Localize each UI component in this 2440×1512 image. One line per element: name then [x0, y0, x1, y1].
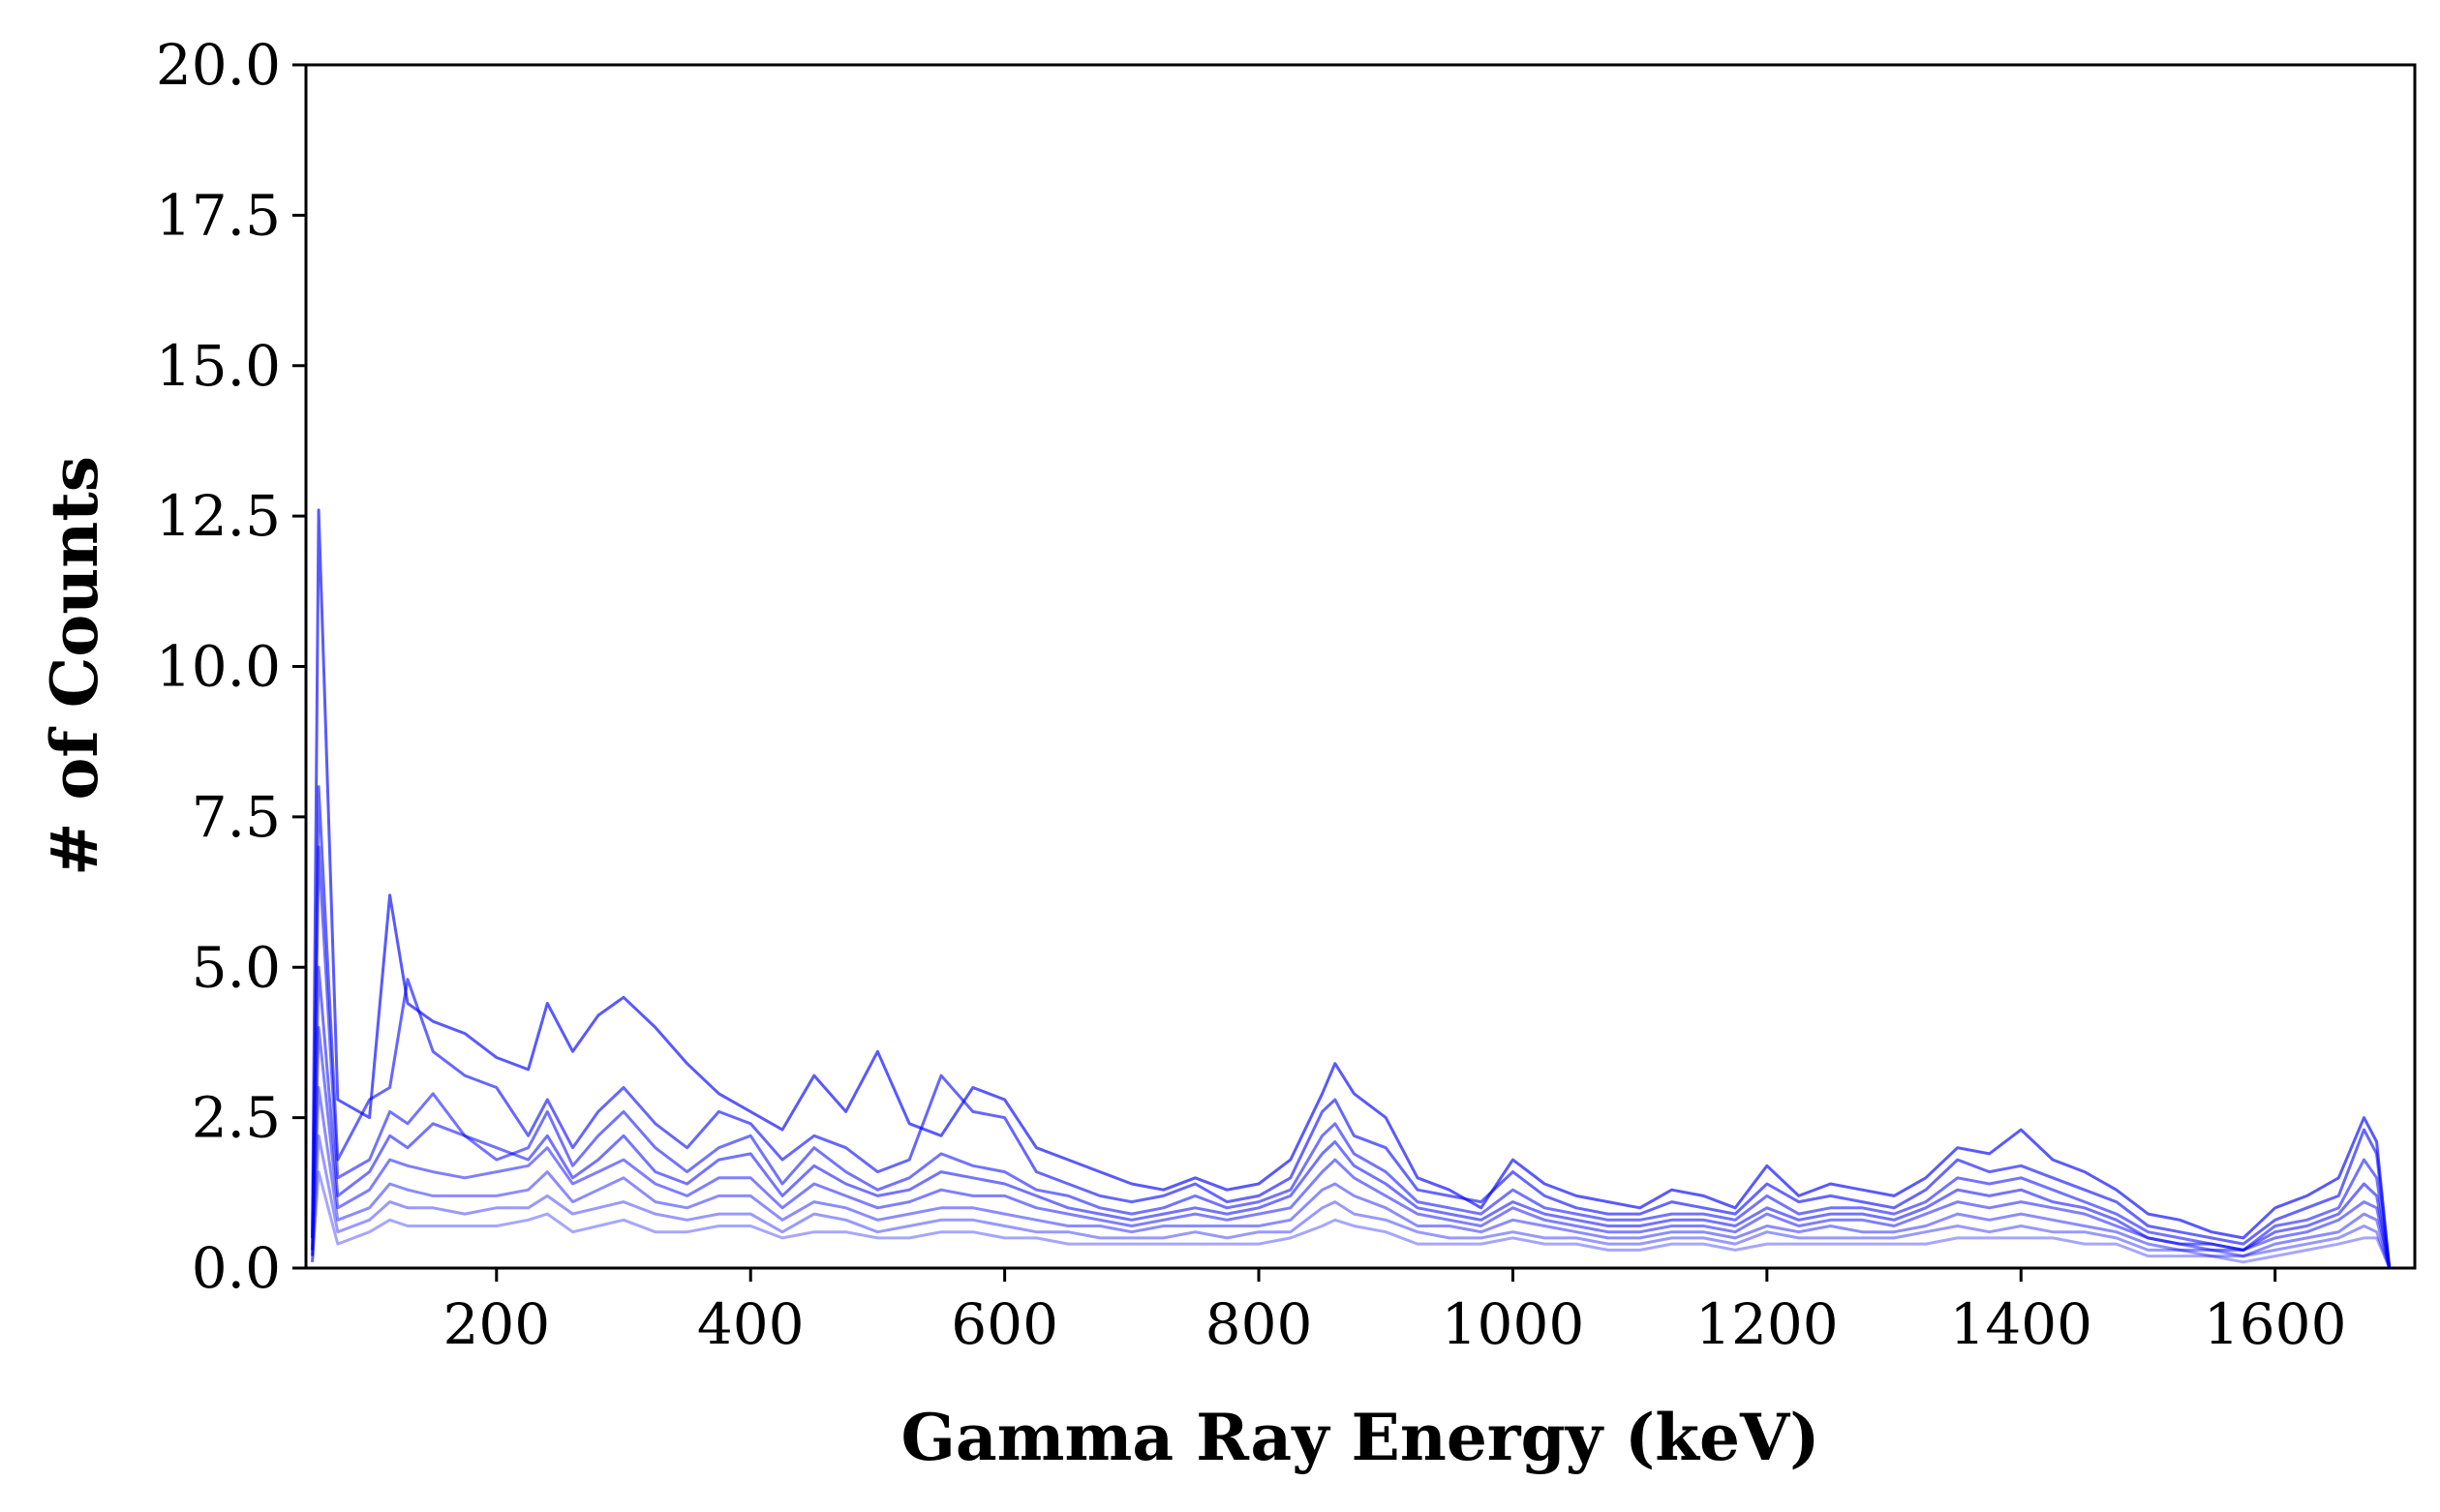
x-axis-ticks: 200 400 600 800 1000 1200 1400 1600: [442, 1268, 2346, 1357]
y-tick-label: 12.5: [156, 483, 281, 549]
y-tick-label: 15.0: [156, 333, 281, 399]
spectrum-line-4: [311, 965, 2392, 1268]
y-tick-label: 0.0: [192, 1235, 281, 1301]
x-tick-label: 1600: [2204, 1291, 2347, 1357]
x-axis-title: Gamma Ray Energy (keV): [901, 1400, 1820, 1475]
x-tick-label: 600: [951, 1291, 1058, 1357]
x-tick-label: 200: [442, 1291, 550, 1357]
spectrum-line-1: [311, 508, 2392, 1268]
spectrum-line-8: [311, 1170, 2392, 1268]
x-tick-label: 1400: [1949, 1291, 2092, 1357]
x-tick-label: 1200: [1695, 1291, 1839, 1357]
y-tick-label: 10.0: [156, 634, 281, 700]
spectrum-line-7: [311, 1134, 2392, 1268]
spectrum-line-6: [311, 1086, 2392, 1268]
y-tick-label: 7.5: [192, 784, 281, 850]
y-tick-label: 5.0: [192, 934, 281, 1000]
spectrum-line-5: [311, 1025, 2392, 1268]
y-tick-label: 2.5: [192, 1085, 281, 1151]
x-tick-label: 400: [697, 1291, 805, 1357]
series-layer: [311, 508, 2392, 1268]
spectrum-line-2: [311, 785, 2392, 1268]
y-tick-label: 20.0: [156, 32, 281, 98]
x-tick-label: 1000: [1442, 1291, 1585, 1357]
x-tick-label: 800: [1205, 1291, 1313, 1357]
y-tick-label: 17.5: [156, 182, 281, 248]
y-axis-ticks: 0.0 2.5 5.0 7.5 10.0 12.5 15.0 17.5 20.0: [156, 32, 306, 1301]
y-axis-title: # of Counts: [37, 456, 112, 876]
spectrum-line-3: [311, 845, 2392, 1268]
